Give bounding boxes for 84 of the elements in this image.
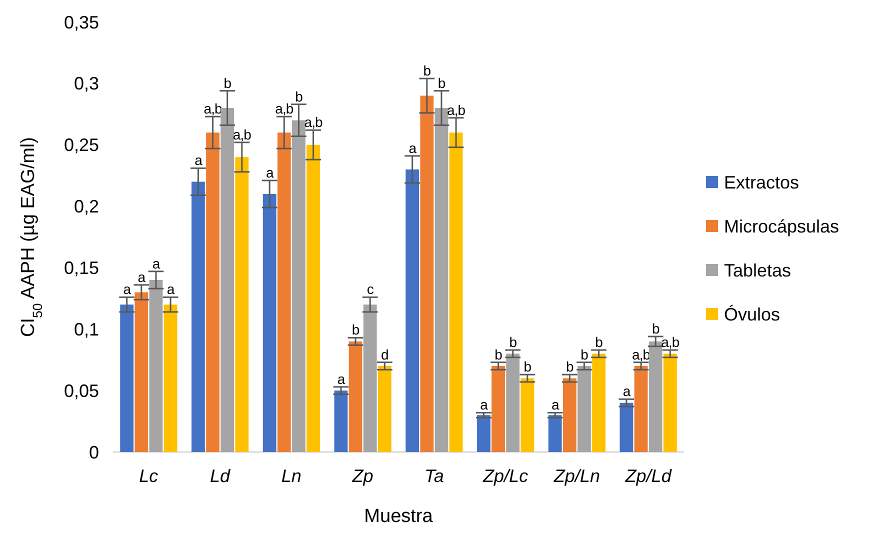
bar — [378, 366, 392, 452]
bar — [634, 366, 648, 452]
bar — [334, 390, 348, 452]
y-tick-label: 0,35 — [64, 12, 99, 32]
data-label: a — [337, 370, 346, 387]
x-tick-label: Zp/Ld — [624, 466, 672, 486]
bar — [648, 341, 662, 452]
data-label: b — [509, 334, 518, 350]
bar — [578, 366, 591, 452]
bar — [262, 194, 276, 452]
x-tick-label: Ln — [281, 466, 302, 486]
y-tick-label: 0 — [88, 442, 99, 462]
y-tick-label: 0,3 — [74, 74, 99, 94]
bar — [506, 354, 520, 452]
data-label: a — [480, 396, 488, 413]
bar — [220, 108, 234, 452]
bar — [548, 415, 562, 452]
bar — [120, 304, 134, 452]
data-label: b — [652, 320, 660, 337]
y-tick-label: 0,05 — [64, 380, 99, 401]
data-label: a,b — [232, 126, 252, 142]
bar — [562, 378, 576, 452]
data-label: a,b — [204, 100, 222, 117]
y-tick-label: 0,25 — [64, 135, 99, 156]
x-tick-label: Ta — [424, 466, 444, 486]
data-label: a — [266, 164, 274, 180]
legend-label: Extractos — [724, 172, 800, 192]
x-tick-label: Zp/Ln — [552, 466, 600, 486]
data-label: a,b — [447, 102, 466, 118]
data-label: b — [352, 322, 360, 338]
y-tick-label: 0,2 — [74, 196, 99, 217]
bar — [277, 132, 291, 452]
bar — [620, 402, 634, 452]
x-axis-title: Muestra — [364, 506, 434, 527]
legend-label: Óvulos — [724, 304, 780, 324]
bar — [363, 304, 377, 452]
bar — [306, 144, 320, 452]
x-tick-label: Lc — [139, 466, 158, 486]
bar — [492, 366, 505, 452]
x-tick-label: Zp — [351, 466, 374, 486]
data-label: b — [566, 358, 574, 375]
bar — [663, 354, 677, 452]
bar — [192, 182, 205, 452]
bar — [449, 132, 463, 452]
bar — [235, 157, 249, 452]
bar — [434, 108, 448, 452]
y-tick-label: 0,15 — [64, 258, 99, 278]
data-label: b — [438, 74, 446, 91]
data-label: a — [622, 383, 631, 400]
data-label: a — [194, 152, 203, 168]
bar — [149, 280, 163, 452]
bar — [420, 96, 434, 452]
data-label: a — [138, 268, 146, 285]
data-label: a — [408, 140, 417, 156]
bar — [520, 378, 534, 452]
data-label: b — [524, 358, 532, 375]
legend-label: Microcápsulas — [724, 216, 840, 236]
bar — [134, 292, 148, 452]
data-label: b — [580, 346, 589, 362]
x-tick-label: Ld — [210, 466, 232, 486]
data-label: a — [166, 281, 175, 298]
data-label: b — [423, 62, 432, 79]
bar — [477, 415, 490, 452]
data-label: a — [123, 281, 132, 298]
data-label: a — [551, 396, 560, 413]
y-tick-label: 0,1 — [74, 319, 99, 340]
data-label: a,b — [304, 114, 323, 130]
data-label: b — [295, 88, 304, 104]
bar — [592, 354, 606, 452]
data-label: a — [152, 255, 160, 272]
data-label: b — [224, 74, 232, 91]
data-label: d — [381, 346, 388, 362]
bar — [292, 120, 306, 452]
data-label: b — [494, 346, 503, 362]
legend-label: Tabletas — [724, 260, 792, 280]
x-tick-label: Zp/Lc — [482, 466, 528, 486]
data-label: a,b — [275, 100, 294, 117]
data-label: a,b — [661, 334, 680, 350]
data-label: b — [595, 334, 604, 350]
bar — [406, 169, 420, 452]
bar — [206, 132, 220, 452]
bar — [164, 304, 178, 452]
bar — [348, 341, 362, 452]
data-label: c — [366, 281, 374, 298]
